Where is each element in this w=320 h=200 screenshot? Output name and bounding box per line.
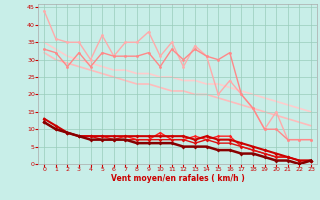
X-axis label: Vent moyen/en rafales ( km/h ): Vent moyen/en rafales ( km/h ) [111, 174, 244, 183]
